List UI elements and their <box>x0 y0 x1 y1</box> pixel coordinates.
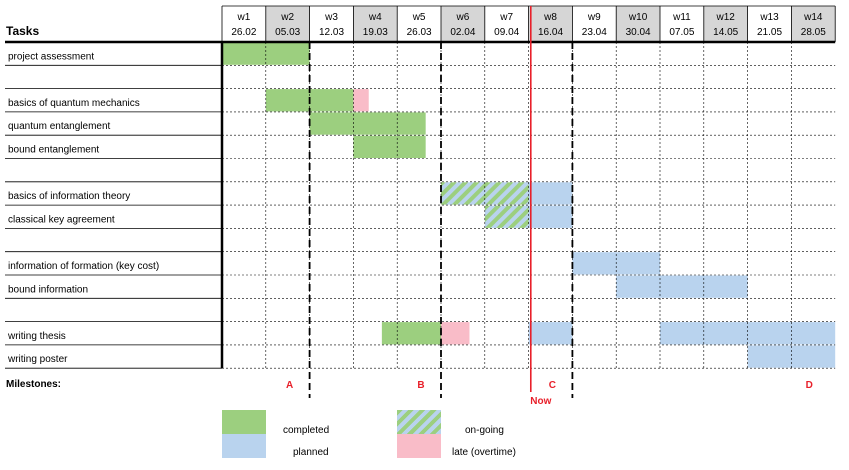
legend-swatch-ongoing <box>397 410 441 434</box>
header-shading <box>265 6 836 42</box>
week-date-w3: 12.03 <box>319 27 344 38</box>
task-label-13: writing poster <box>7 354 68 365</box>
week-header: w1 26.02 w2 05.03 w3 12.03 w4 19.03 w5 26.03 w6 02.… <box>231 12 826 38</box>
bar-ongoing-6-0 <box>441 182 529 205</box>
bar-planned-12-2 <box>528 322 573 345</box>
now-marker: Now <box>529 6 552 407</box>
week-date-w11: 07.05 <box>669 27 694 38</box>
task-labels: project assessment basics of quantum mech… <box>7 51 159 365</box>
bar-completed-0-0 <box>222 42 310 65</box>
legend-label-planned: planned <box>293 447 329 458</box>
task-label-0: project assessment <box>8 51 94 62</box>
week-label-w8: w8 <box>543 12 557 23</box>
legend-label-completed: completed <box>283 425 330 436</box>
header-shade-w2 <box>265 6 310 42</box>
legend-swatch-completed <box>222 410 266 434</box>
gridlines <box>5 5 836 369</box>
header-shade-w12 <box>703 6 748 42</box>
bar-ongoing-7-0 <box>484 205 529 228</box>
task-label-12: writing thesis <box>7 331 66 342</box>
week-label-w9: w9 <box>587 12 601 23</box>
task-label-9: information of formation (key cost) <box>8 261 159 272</box>
header-shade-w10 <box>616 6 660 42</box>
bar-planned-6-1 <box>528 182 573 205</box>
bar-completed-4-0 <box>353 135 426 158</box>
week-label-w10: w10 <box>628 12 648 23</box>
header-shade-w14 <box>791 6 836 42</box>
milestone-B: B <box>417 380 424 391</box>
week-label-w7: w7 <box>499 12 513 23</box>
bar-planned-12-3 <box>660 322 836 345</box>
bar-planned-10-0 <box>616 275 748 298</box>
bar-late-12-1 <box>441 322 470 345</box>
week-date-w14: 28.05 <box>801 27 826 38</box>
milestone-A: A <box>286 380 293 391</box>
legend-label-ongoing: on-going <box>465 425 504 436</box>
tasks-header: Tasks <box>6 24 39 38</box>
week-date-w7: 09.04 <box>494 27 519 38</box>
week-label-w1: w1 <box>237 12 251 23</box>
task-label-6: basics of information theory <box>8 191 130 202</box>
bar-late-2-1 <box>353 89 369 112</box>
legend-label-late: late (overtime) <box>452 447 516 458</box>
task-label-10: bound information <box>8 284 88 295</box>
bar-completed-12-0 <box>381 322 441 345</box>
header-shade-w6 <box>441 6 485 42</box>
task-label-7: classical key agreement <box>8 214 115 225</box>
milestones: A B C D <box>286 380 813 391</box>
week-label-w4: w4 <box>368 12 382 23</box>
now-label: Now <box>530 396 551 407</box>
week-label-w3: w3 <box>324 12 338 23</box>
week-date-w4: 19.03 <box>363 27 388 38</box>
week-date-w5: 26.03 <box>407 27 432 38</box>
week-date-w1: 26.02 <box>231 27 256 38</box>
week-label-w12: w12 <box>716 12 736 23</box>
week-date-w10: 30.04 <box>626 27 651 38</box>
week-label-w6: w6 <box>456 12 470 23</box>
milestones-label: Milestones: <box>6 379 61 390</box>
bar-planned-7-1 <box>528 205 573 228</box>
week-date-w9: 23.04 <box>582 27 607 38</box>
task-label-2: basics of quantum mechanics <box>8 98 140 109</box>
header-shade-w4 <box>353 6 398 42</box>
bar-planned-13-0 <box>747 345 836 368</box>
milestone-D: D <box>806 380 813 391</box>
week-label-w5: w5 <box>412 12 426 23</box>
week-label-w2: w2 <box>280 12 294 23</box>
week-date-w2: 05.03 <box>275 27 300 38</box>
task-label-4: bound entanglement <box>8 145 99 156</box>
week-date-w13: 21.05 <box>757 27 782 38</box>
milestone-lines <box>308 42 574 398</box>
week-label-w11: w11 <box>672 12 691 23</box>
milestone-C: C <box>549 380 556 391</box>
legend-swatch-late <box>397 434 441 458</box>
week-date-w6: 02.04 <box>450 27 475 38</box>
task-label-3: quantum entanglement <box>8 121 111 132</box>
bar-completed-3-0 <box>309 112 426 135</box>
week-date-w12: 14.05 <box>713 27 738 38</box>
week-label-w14: w14 <box>803 12 823 23</box>
week-date-w8: 16.04 <box>538 27 563 38</box>
legend-swatch-planned <box>222 434 266 458</box>
week-label-w13: w13 <box>759 12 779 23</box>
header-shade-w8 <box>528 6 573 42</box>
